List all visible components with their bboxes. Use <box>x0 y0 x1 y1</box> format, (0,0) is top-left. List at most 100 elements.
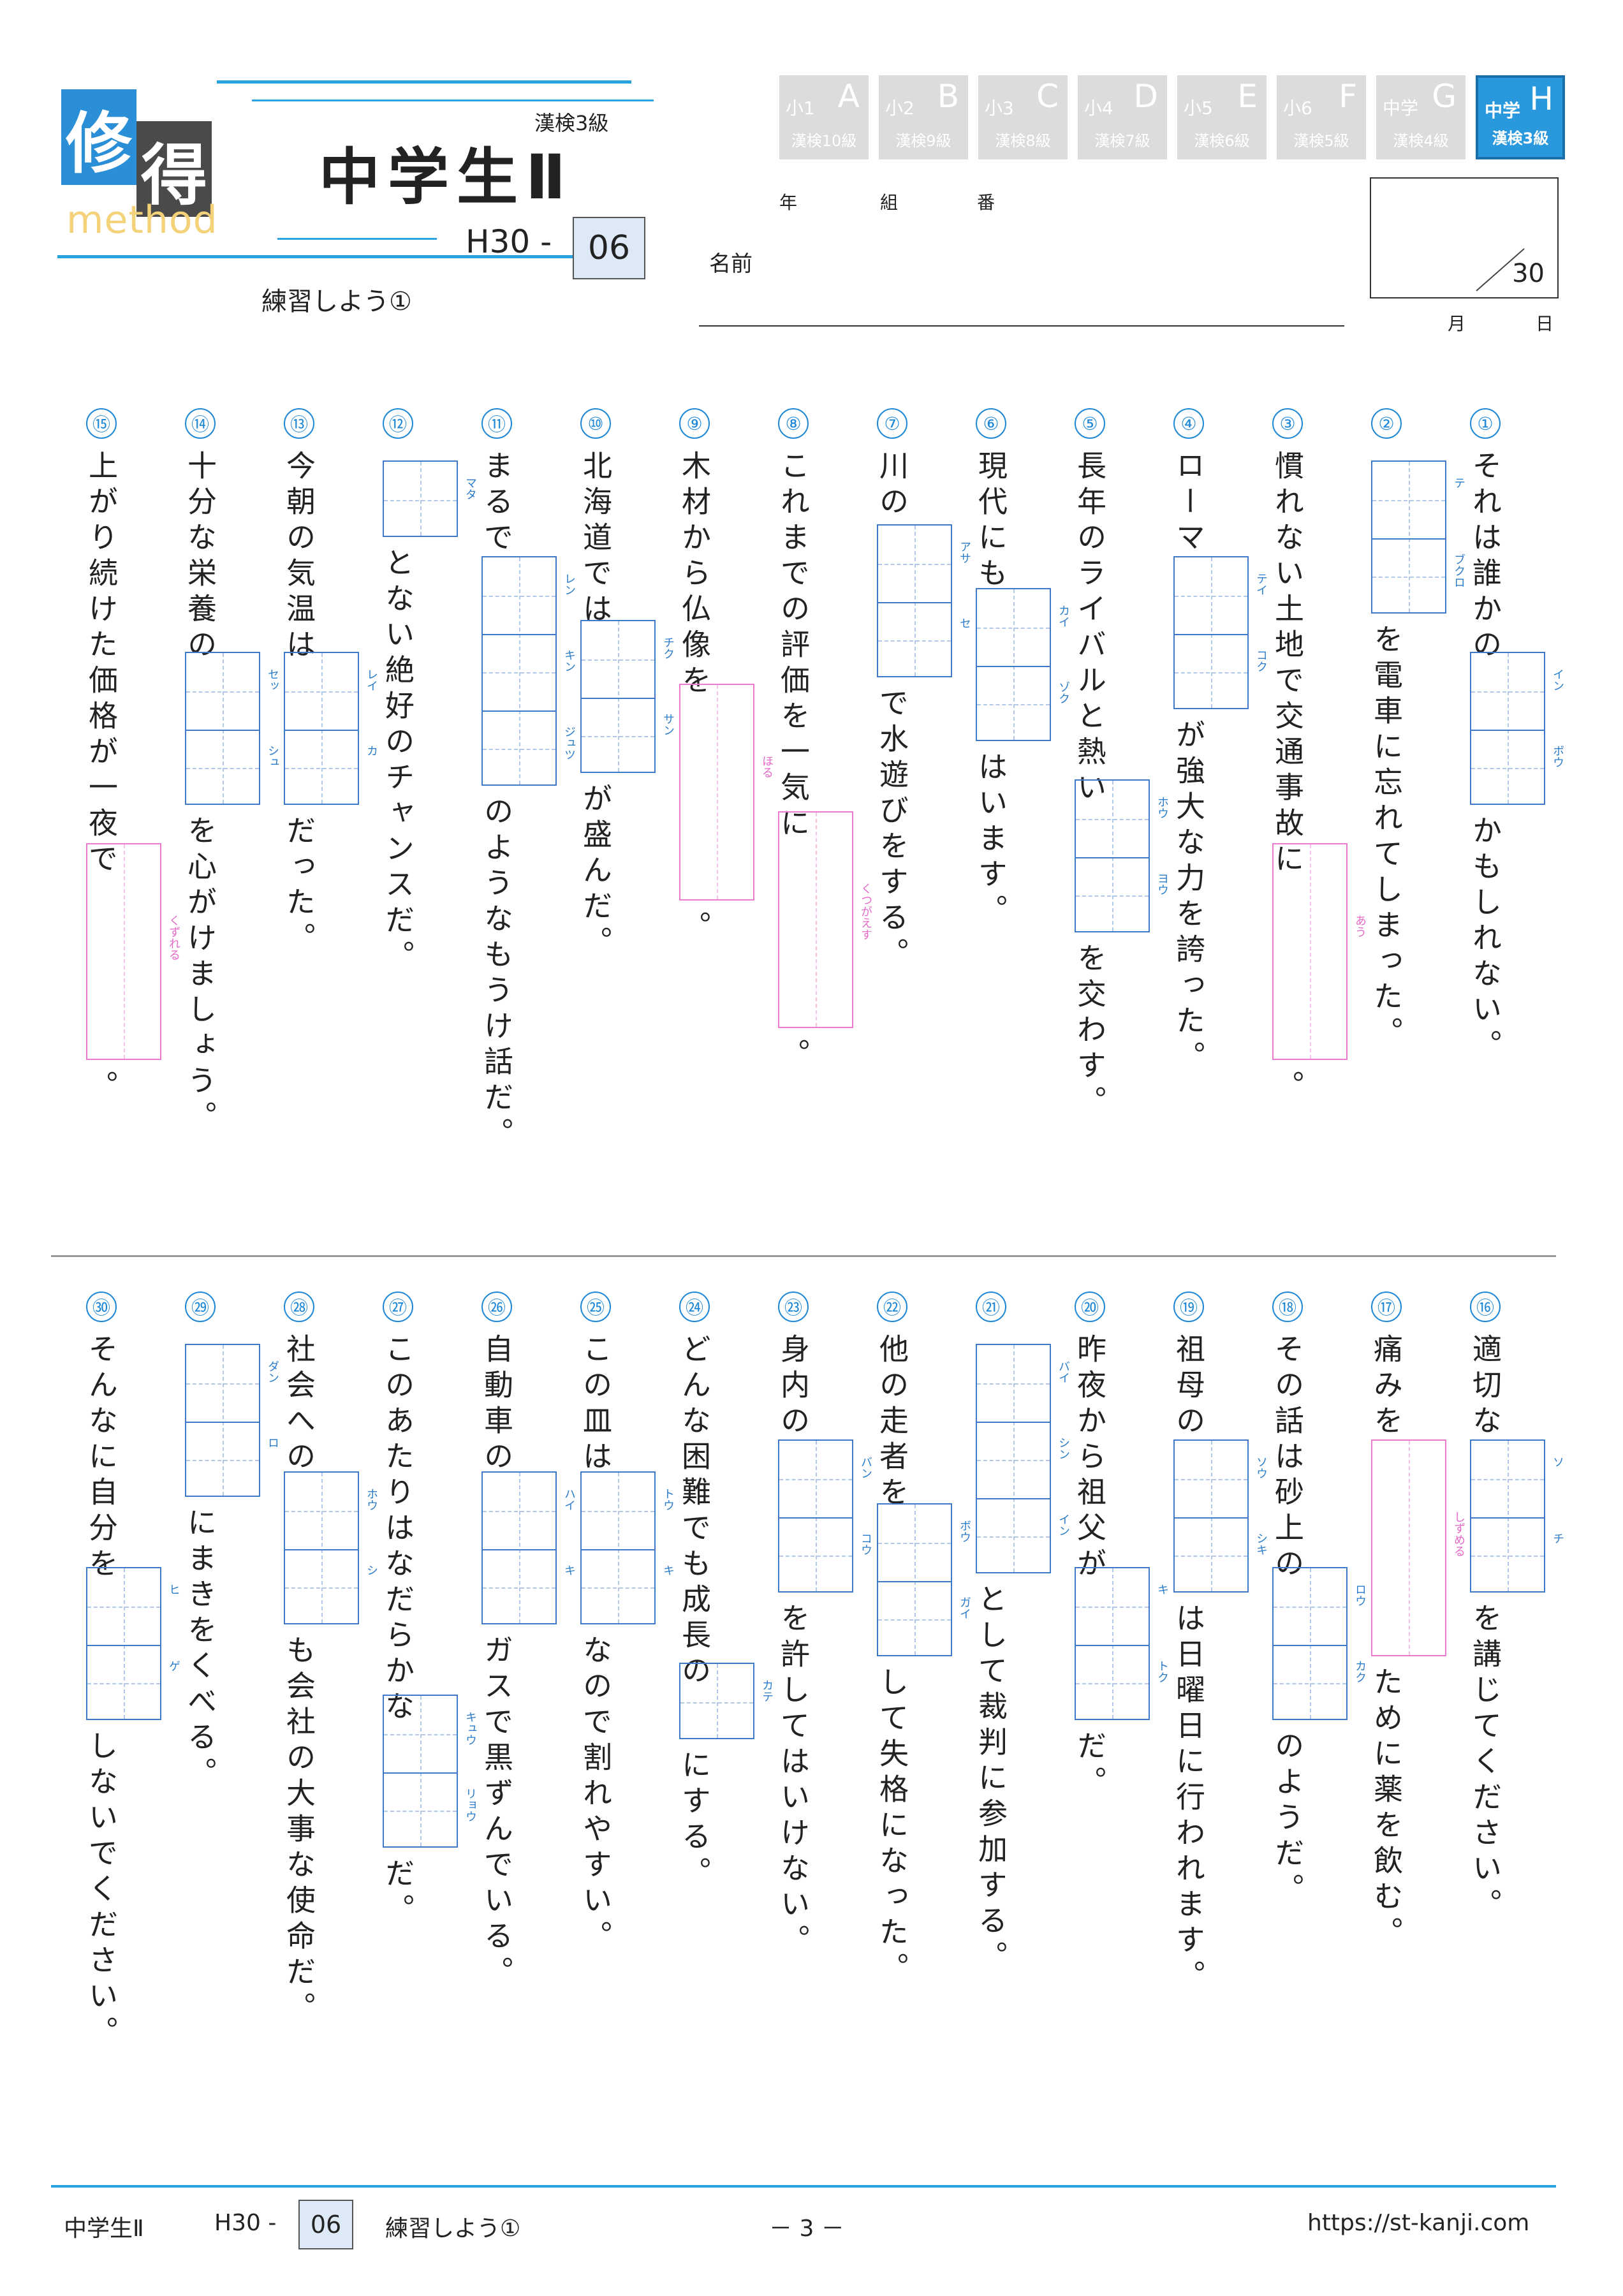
level-4[interactable]: 小5 E 漢検6級 <box>1177 75 1267 159</box>
question-text: ガスで黒ずんでいる。 <box>480 1635 514 1992</box>
level-5[interactable]: 小6 F 漢検5級 <box>1277 75 1366 159</box>
box-cell-divider <box>186 730 259 731</box>
kana-answer-box[interactable]: くつがえす <box>778 811 872 1028</box>
reading-hint: ロウ <box>1353 1584 1367 1607</box>
box-cell-guide <box>878 1543 951 1544</box>
reading-hint: あう <box>1353 915 1367 938</box>
score-box[interactable]: 30 <box>1370 177 1559 298</box>
kanji-answer-box[interactable]: バイ シン イン <box>976 1344 1070 1573</box>
kanji-answer-box[interactable]: ハイキ <box>481 1471 576 1624</box>
question-number: ⑭ <box>185 408 216 439</box>
kanji-answer-box[interactable]: アサセ <box>877 524 971 677</box>
box-center-guide <box>321 653 323 804</box>
question-text: 十分な栄養の <box>183 450 217 665</box>
level-3[interactable]: 小4 D 漢検7級 <box>1078 75 1167 159</box>
box-cell-divider <box>977 666 1050 667</box>
kana-answer-box[interactable]: しずめる <box>1371 1439 1465 1656</box>
kanji-answer-box[interactable]: ホウシ <box>284 1471 378 1624</box>
kanji-answer-box[interactable]: ヒゲ <box>86 1567 180 1720</box>
question-text: が盛んだ。 <box>578 783 613 962</box>
kana-answer-box[interactable]: あう <box>1272 843 1367 1060</box>
question-number: ㉗ <box>383 1292 413 1322</box>
kanji-answer-box[interactable]: バン コウ <box>778 1439 872 1593</box>
box-cell-divider <box>483 1549 555 1550</box>
kanji-answer-box[interactable]: ホウ ヨウ <box>1075 779 1169 932</box>
kanji-answer-box[interactable]: カイ ゾク <box>976 588 1070 741</box>
question-text: まるで <box>480 450 514 557</box>
reading-hint: ほる <box>760 755 774 778</box>
level-2[interactable]: 小3 C 漢検8級 <box>978 75 1068 159</box>
kanji-answer-box[interactable]: ソウ シキ <box>1173 1439 1268 1593</box>
kanji-answer-box[interactable]: マタ <box>383 460 477 537</box>
kanji-answer-box[interactable]: レン キン ジュツ <box>481 556 576 786</box>
kanji-answer-box[interactable]: カテ <box>679 1663 774 1739</box>
kanji-answer-box[interactable]: ロウ カク <box>1272 1567 1367 1720</box>
box-cell-guide <box>582 736 654 737</box>
question-number: ⑯ <box>1470 1292 1501 1322</box>
kanji-answer-box[interactable]: ダンロ <box>185 1344 279 1497</box>
kanji-answer-box[interactable]: セッ シュ <box>185 652 279 805</box>
kana-answer-box[interactable]: ほる <box>679 684 774 901</box>
question-text: 適切な <box>1468 1334 1502 1441</box>
box-cell-divider <box>1175 634 1247 635</box>
reading-hint: ゾク <box>1057 681 1070 704</box>
question-text: この皿は <box>578 1334 613 1476</box>
box-center-guide <box>717 685 718 899</box>
box-center-guide <box>1211 557 1212 708</box>
level-6[interactable]: 中学 G 漢検4級 <box>1376 75 1465 159</box>
level-7[interactable]: 中学 H 漢検3級 <box>1476 75 1565 159</box>
box-cell-divider <box>582 698 654 699</box>
level-selector: 小1 A 漢検10級 小2 B 漢検9級 小3 C 漢検8級 小4 D 漢検7級 小5 E 漢検6級 小6 F 漢… <box>779 75 1565 159</box>
question-text: 痛みを <box>1369 1334 1404 1441</box>
level-letter: E <box>1237 78 1258 115</box>
question-text: これまでの評価を一気に <box>776 450 811 843</box>
level-0[interactable]: 小1 A 漢検10級 <box>779 75 869 159</box>
footer-title: 中学生Ⅱ <box>64 2216 144 2242</box>
kana-answer-box[interactable]: くずれる <box>86 843 180 1060</box>
kanji-answer-box[interactable]: テイ コク <box>1173 556 1268 709</box>
kanji-answer-box[interactable]: チク サン <box>580 620 675 773</box>
box-cell-divider <box>878 602 951 603</box>
box-center-guide <box>223 1345 224 1496</box>
reading-hint: ブクロ <box>1452 554 1465 588</box>
day-label: 日 <box>1536 313 1554 334</box>
level-letter: G <box>1432 78 1457 115</box>
box-cell-guide <box>285 1511 358 1512</box>
question-number: ㉑ <box>976 1292 1006 1322</box>
level-kanken: 漢検4級 <box>1393 132 1449 150</box>
header-rule-top-2 <box>252 99 654 101</box>
box-center-guide <box>914 526 916 676</box>
box-cell-guide <box>186 1460 259 1461</box>
question-text: で水遊びをする。 <box>875 688 909 973</box>
box-center-guide <box>420 1696 422 1846</box>
box-cell-divider <box>186 1422 259 1423</box>
box-center-guide <box>321 1473 323 1623</box>
box-cell-guide <box>483 1511 555 1512</box>
kanji-answer-box[interactable]: ソチ <box>1470 1439 1564 1593</box>
box-center-guide <box>519 557 520 784</box>
kanji-answer-box[interactable]: イン ボウ <box>1470 652 1564 805</box>
kanji-answer-box[interactable]: ボウ ガイ <box>877 1503 971 1656</box>
level-1[interactable]: 小2 B 漢検9級 <box>879 75 968 159</box>
reading-hint: ヒ <box>167 1584 180 1595</box>
question-text: にまきをくべる。 <box>183 1507 217 1793</box>
name-field[interactable] <box>699 325 1344 327</box>
question-number: ① <box>1470 408 1501 439</box>
kanji-answer-box[interactable]: キュウ リョウ <box>383 1695 477 1848</box>
kanji-answer-box[interactable]: キトク <box>1075 1567 1169 1720</box>
reading-hint: ホウ <box>365 1488 378 1511</box>
question-text: にする。 <box>677 1749 712 1892</box>
level-letter: H <box>1529 80 1553 117</box>
box-center-guide <box>618 1473 619 1623</box>
kanji-answer-box[interactable]: テブクロ <box>1371 460 1465 614</box>
level-kanken: 漢検10級 <box>791 132 857 150</box>
box-center-guide <box>223 653 224 804</box>
kanji-answer-box[interactable]: レイカ <box>284 652 378 805</box>
level-kanken: 漢検8級 <box>995 132 1051 150</box>
kanji-answer-box[interactable]: トウキ <box>580 1471 675 1624</box>
question-text: なので割れやすい。 <box>578 1635 613 1956</box>
question-text: が強大な力を誇った。 <box>1171 719 1206 1077</box>
box-cell-guide <box>977 1536 1050 1538</box>
site-url[interactable]: https://st-kanji.com <box>1307 2210 1530 2236</box>
score-slash <box>1476 248 1525 291</box>
